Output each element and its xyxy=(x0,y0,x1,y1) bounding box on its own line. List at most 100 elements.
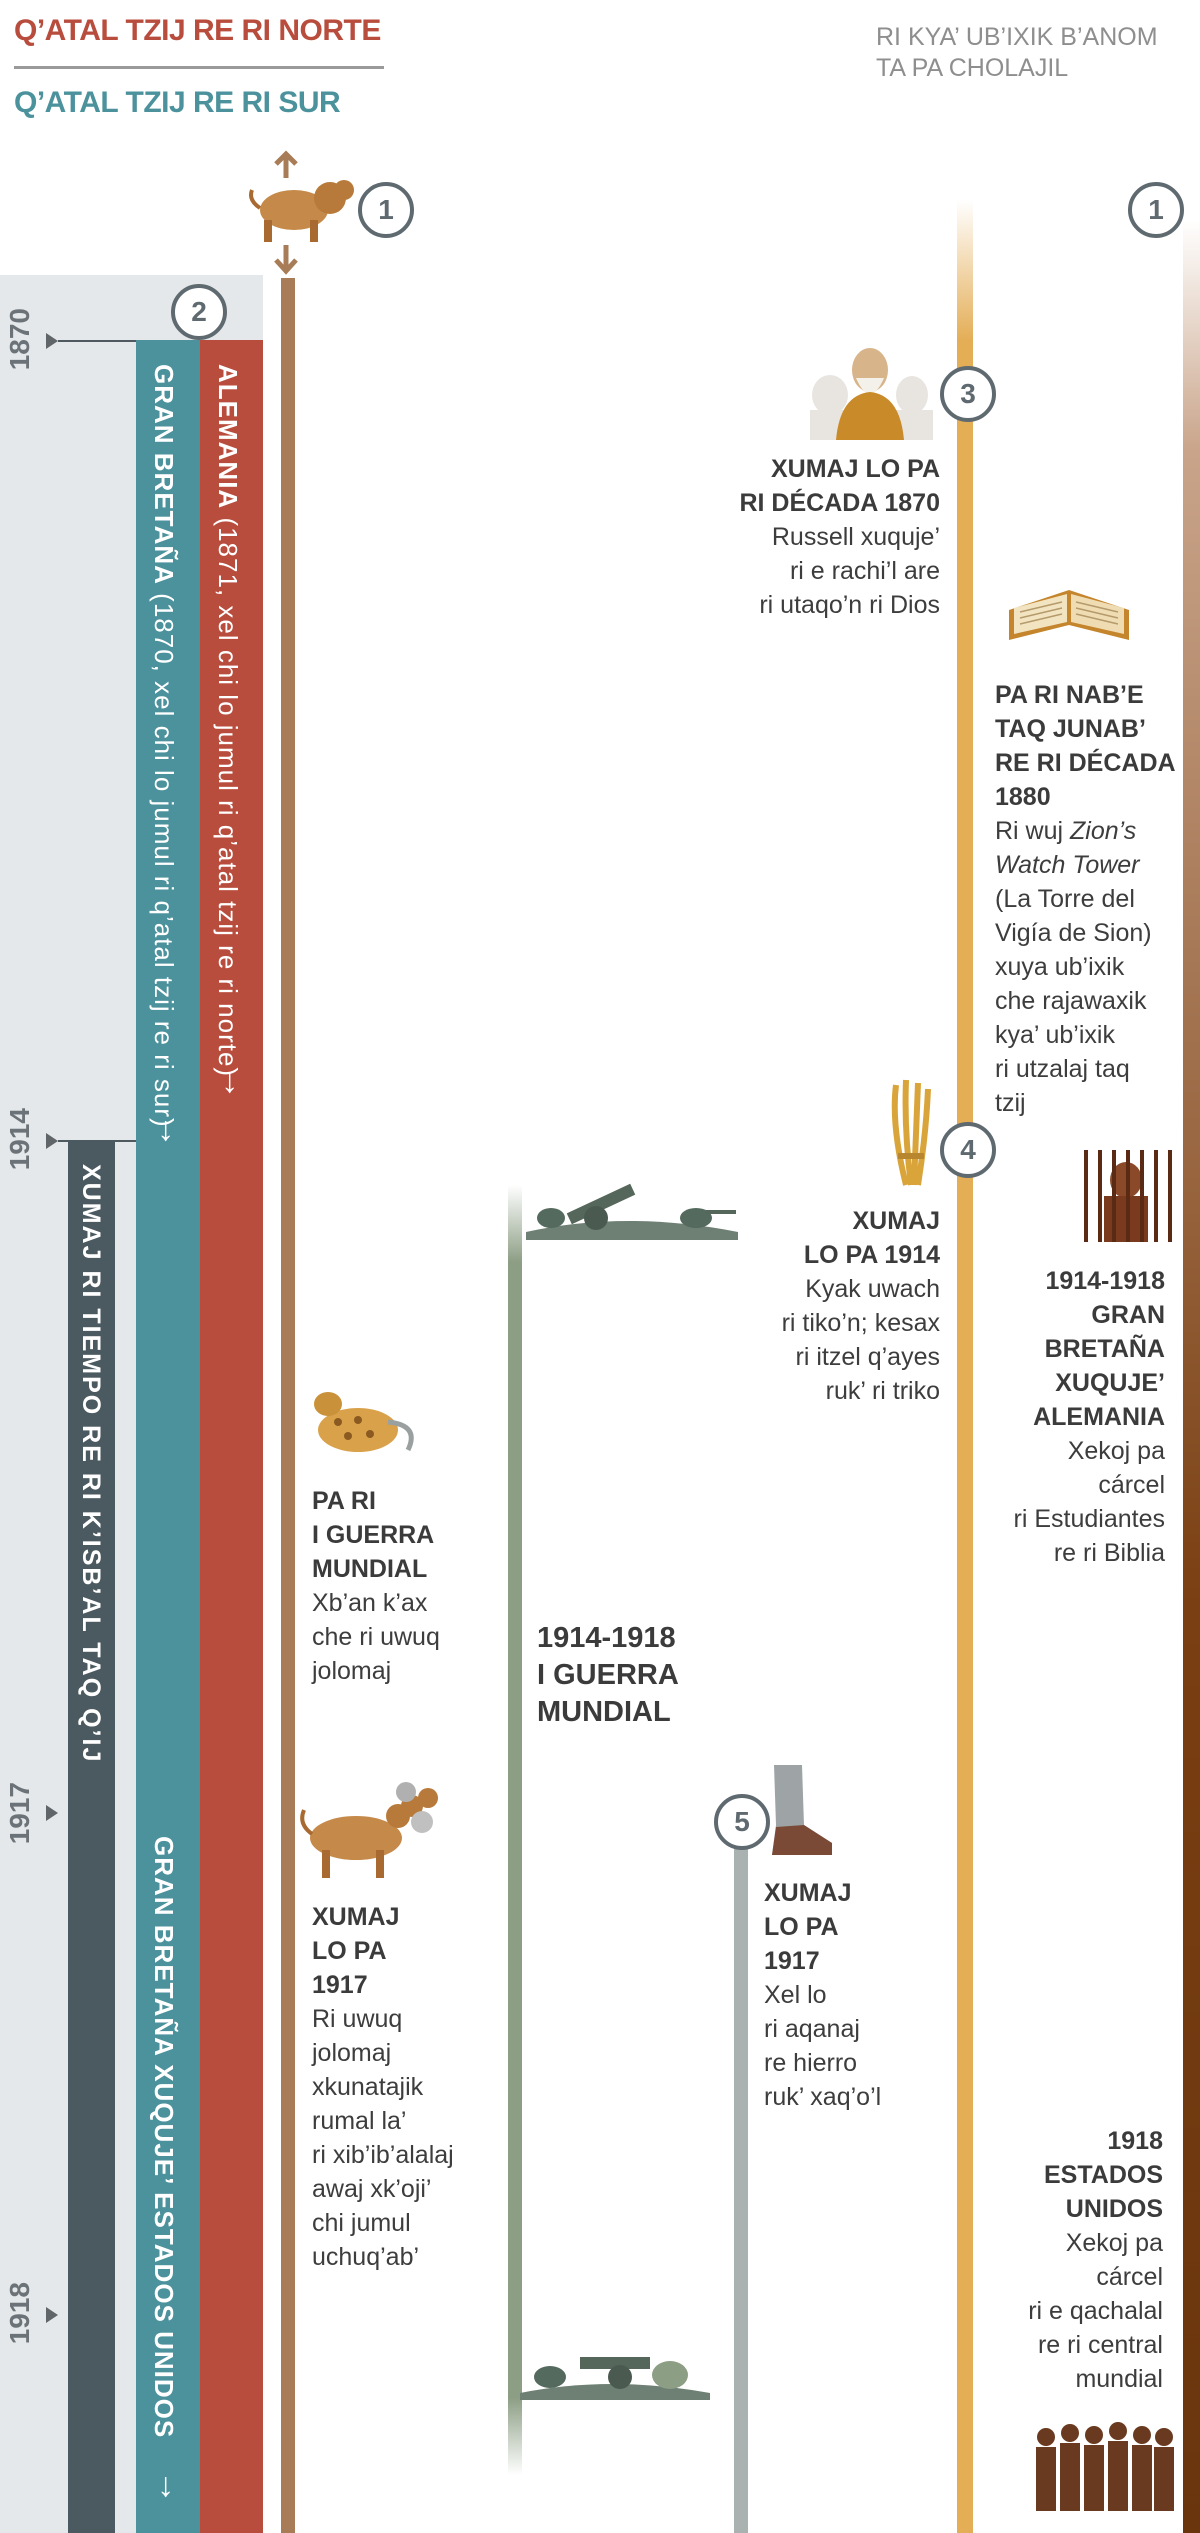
gold-timeline-line xyxy=(957,200,973,2533)
year-1870: 1870 xyxy=(4,308,35,371)
event-ww1-line-3: jolomaj xyxy=(312,1657,392,1685)
event-1914-title-1: XUMAJ xyxy=(852,1207,940,1235)
beast-timeline-line xyxy=(281,278,295,2533)
alemania-bar xyxy=(200,340,263,2533)
event-prison-title-5: ALEMANIA xyxy=(1033,1403,1165,1431)
event-1917-beast-line-2: jolomaj xyxy=(312,2039,392,2067)
event-1917-beast-title-2: LO PA xyxy=(312,1937,387,1965)
ww1-center-line-3: MUNDIAL xyxy=(537,1696,671,1728)
south-king-label: Q’ATAL TZIJ RE RI SUR xyxy=(14,86,341,119)
event-1917-feet: XUMAJ LO PA 1917 Xel lo ri aqanaj re hie… xyxy=(764,1876,934,2114)
year-1918-tick xyxy=(46,2307,58,2323)
event-1880s-line-7: tzij xyxy=(995,1089,1026,1117)
event-1917-feet-line-3: re hierro xyxy=(764,2049,858,2077)
soldiers-cannon-icon-top xyxy=(526,1183,738,1240)
event-1917-beast-line-4: rumal la’ xyxy=(312,2107,407,2135)
event-1914-harvest: XUMAJ LO PA 1914 Kyak uwach ri tiko’n; k… xyxy=(690,1204,940,1408)
event-prison-title-1: 1914-1918 xyxy=(1045,1267,1165,1295)
event-1880s-title-2: TAQ JUNAB’ xyxy=(995,715,1146,743)
event-ww1-title-3: MUNDIAL xyxy=(312,1555,428,1583)
header-divider xyxy=(14,66,384,69)
alemania-arrow-icon: → xyxy=(216,1066,254,1101)
marker-1-right: 1 xyxy=(1128,182,1184,238)
event-1914-line-1: Kyak uwach xyxy=(805,1275,940,1303)
event-1914-line-2: ri tiko’n; kesax xyxy=(781,1309,940,1337)
north-king-label: Q’ATAL TZIJ RE RI NORTE xyxy=(14,14,381,47)
ww1-center-line-2: I GUERRA xyxy=(537,1659,679,1691)
event-1914-title-2: LO PA 1914 xyxy=(803,1241,940,1269)
event-1880s-line-6: ri utzalaj taq xyxy=(995,1055,1130,1083)
gran-bretana-us-label: GRAN BRETAÑA XUQUJE’ ESTADOS UNIDOS xyxy=(149,1836,179,2439)
brown-timeline-line xyxy=(1183,220,1200,2533)
gran-bretana-bar xyxy=(136,340,200,2533)
wounded-leopard-beast-icon xyxy=(314,1392,414,1452)
fulfillment-label-line1: RI KYA’ UB’IXIK B’ANOM xyxy=(876,23,1158,51)
event-1918-title-3: UNIDOS xyxy=(1065,2195,1163,2223)
event-1870s-line-3: ri utaqo’n ri Dios xyxy=(759,591,940,619)
event-1917-beast-line-8: uchuq’ab’ xyxy=(312,2243,420,2271)
year-1918: 1918 xyxy=(4,2282,35,2345)
event-ww1-line-2: che ri uwuq xyxy=(312,1623,440,1651)
event-1917-beast-line-3: xkunatajik xyxy=(312,2073,424,2101)
event-1880s-line-a: Ri wuj Zion’s xyxy=(995,814,1195,848)
event-1917-feet-title-1: XUMAJ xyxy=(764,1879,852,1907)
prisoner-behind-bars-icon xyxy=(1084,1150,1172,1242)
russell-portrait-icon xyxy=(810,348,933,440)
marker-3: 3 xyxy=(940,366,996,422)
event-1880s-title-3: RE RI DÉCADA xyxy=(995,749,1176,777)
soldiers-cannon-icon-bottom xyxy=(520,2357,710,2400)
event-1880s-text-a: Ri wuj xyxy=(995,817,1071,845)
event-1914-1918-prison: 1914-1918 GRAN BRETAÑA XUQUJE’ ALEMANIA … xyxy=(960,1264,1165,1570)
event-ww1-wound: PA RI I GUERRA MUNDIAL Xb’an k’ax che ri… xyxy=(312,1484,502,1688)
event-ww1-center: 1914-1918 I GUERRA MUNDIAL xyxy=(537,1620,727,1731)
gran-bretana-name: GRAN BRETAÑA xyxy=(149,364,179,585)
alemania-label: ALEMANIA (1871, xel chi lo jumul ri q’at… xyxy=(212,364,243,1077)
event-1914-line-3: ri itzel q’ayes xyxy=(795,1343,941,1371)
event-1880s-line-2: Vigía de Sion) xyxy=(995,919,1152,947)
event-prison-line-3: ri Estudiantes xyxy=(1013,1505,1165,1533)
year-1914: 1914 xyxy=(4,1108,35,1171)
event-1917-feet-line-1: Xel lo xyxy=(764,1981,827,2009)
event-1917-beast: XUMAJ LO PA 1917 Ri uwuq jolomaj xkunata… xyxy=(312,1900,502,2274)
lion-beast-icon xyxy=(249,150,354,275)
event-1917-feet-title-3: 1917 xyxy=(764,1947,820,1975)
event-1870s-line-1: Russell xuquje’ xyxy=(771,523,940,551)
year-1870-tick xyxy=(46,333,58,349)
gran-bretana-detail: (1870, xel chi lo jumul ri q’atal tzij r… xyxy=(149,584,179,1128)
feet-timeline-line xyxy=(734,1840,748,2533)
event-1880s-title-4: 1880 xyxy=(995,783,1051,811)
event-prison-title-4: XUQUJE’ xyxy=(1055,1369,1165,1397)
event-1917-beast-line-7: chi jumul xyxy=(312,2209,411,2237)
event-1870s-title-2: RI DÉCADA 1870 xyxy=(739,489,940,517)
open-book-icon xyxy=(1009,590,1129,640)
event-1880s-title-1: PA RI NAB’E xyxy=(995,681,1144,709)
event-prison-title-2: GRAN xyxy=(1091,1301,1165,1329)
alemania-name: ALEMANIA xyxy=(213,364,243,510)
event-1917-beast-line-6: awaj xk’oji’ xyxy=(312,2175,432,2203)
gran-bretana-us-arrow-icon: → xyxy=(152,2470,190,2505)
event-ww1-line-1: Xb’an k’ax xyxy=(312,1589,428,1617)
event-ww1-title-2: I GUERRA xyxy=(312,1521,435,1549)
event-1918-title-1: 1918 xyxy=(1107,2127,1163,2155)
event-1917-feet-line-4: ruk’ xaq’o’l xyxy=(764,2083,882,2111)
group-of-brothers-icon xyxy=(1036,2422,1174,2511)
event-1917-beast-line-1: Ri uwuq xyxy=(312,2005,403,2033)
event-1917-feet-title-2: LO PA xyxy=(764,1913,839,1941)
iron-clay-feet-icon xyxy=(772,1765,832,1855)
year-1917-tick xyxy=(46,1805,58,1821)
fulfillment-label-line2: TA PA CHOLAJIL xyxy=(876,54,1069,82)
event-prison-line-2: cárcel xyxy=(1098,1471,1165,1499)
event-1870s-title-1: XUMAJ LO PA xyxy=(771,455,940,483)
event-1917-beast-title-3: 1917 xyxy=(312,1971,368,1999)
event-1918-us-prison: 1918 ESTADOS UNIDOS Xekoj pa cárcel ri e… xyxy=(960,2124,1163,2396)
marker-1-left: 1 xyxy=(358,182,414,238)
event-prison-title-3: BRETAÑA xyxy=(1044,1335,1165,1363)
event-prison-line-4: re ri Biblia xyxy=(1053,1539,1165,1567)
event-1918-line-2: cárcel xyxy=(1096,2263,1163,2291)
event-1918-line-1: Xekoj pa xyxy=(1065,2229,1163,2257)
year-1917: 1917 xyxy=(4,1782,35,1845)
alemania-detail: (1871, xel chi lo jumul ri q’atal tzij r… xyxy=(213,509,243,1078)
event-1914-line-4: ruk’ ri triko xyxy=(825,1377,940,1405)
event-1918-line-3: ri e qachalal xyxy=(1028,2297,1163,2325)
event-1880s-line-4: che rajawaxik xyxy=(995,987,1147,1015)
